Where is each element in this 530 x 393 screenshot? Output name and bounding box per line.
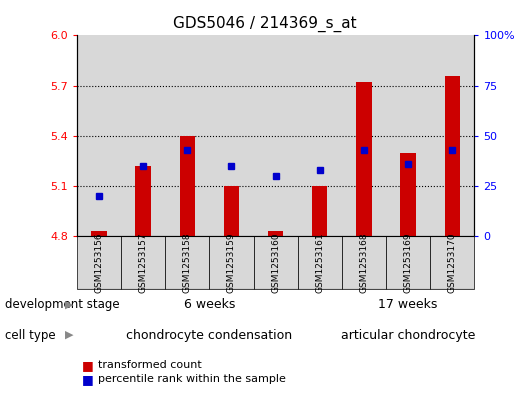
- Text: GDS5046 / 214369_s_at: GDS5046 / 214369_s_at: [173, 16, 357, 32]
- Bar: [400, 152, 416, 236]
- Bar: [77, 35, 121, 236]
- Text: development stage: development stage: [5, 298, 120, 311]
- Text: 17 weeks: 17 weeks: [378, 298, 438, 311]
- Text: articular chondrocyte: articular chondrocyte: [341, 329, 475, 342]
- Text: GSM1253170: GSM1253170: [448, 232, 457, 293]
- Bar: [121, 236, 165, 289]
- Text: GSM1253161: GSM1253161: [315, 232, 324, 293]
- Text: ▶: ▶: [65, 300, 73, 310]
- Bar: [356, 82, 372, 236]
- Bar: [445, 75, 460, 236]
- Text: transformed count: transformed count: [98, 360, 202, 371]
- Bar: [386, 35, 430, 236]
- Text: GSM1253159: GSM1253159: [227, 232, 236, 293]
- Text: GSM1253157: GSM1253157: [139, 232, 147, 293]
- Text: ■: ■: [82, 359, 94, 372]
- Text: GSM1253168: GSM1253168: [359, 232, 368, 293]
- Bar: [209, 35, 253, 236]
- Bar: [430, 35, 474, 236]
- Text: cell type: cell type: [5, 329, 56, 342]
- Bar: [312, 186, 328, 236]
- Bar: [135, 166, 151, 236]
- Bar: [180, 136, 195, 236]
- Text: percentile rank within the sample: percentile rank within the sample: [98, 374, 286, 384]
- Text: chondrocyte condensation: chondrocyte condensation: [126, 329, 293, 342]
- Text: GSM1253158: GSM1253158: [183, 232, 192, 293]
- Bar: [91, 231, 107, 236]
- Bar: [342, 236, 386, 289]
- Bar: [342, 35, 386, 236]
- Text: ■: ■: [82, 373, 94, 386]
- Bar: [253, 35, 298, 236]
- Bar: [165, 236, 209, 289]
- Bar: [268, 231, 284, 236]
- Bar: [253, 236, 298, 289]
- Bar: [298, 236, 342, 289]
- Bar: [209, 236, 253, 289]
- Text: 6 weeks: 6 weeks: [184, 298, 235, 311]
- Bar: [121, 35, 165, 236]
- Bar: [386, 236, 430, 289]
- Text: GSM1253160: GSM1253160: [271, 232, 280, 293]
- Text: GSM1253156: GSM1253156: [94, 232, 103, 293]
- Bar: [77, 236, 121, 289]
- Bar: [224, 186, 239, 236]
- Text: ▶: ▶: [65, 330, 73, 340]
- Bar: [298, 35, 342, 236]
- Bar: [430, 236, 474, 289]
- Text: GSM1253169: GSM1253169: [404, 232, 412, 293]
- Bar: [165, 35, 209, 236]
